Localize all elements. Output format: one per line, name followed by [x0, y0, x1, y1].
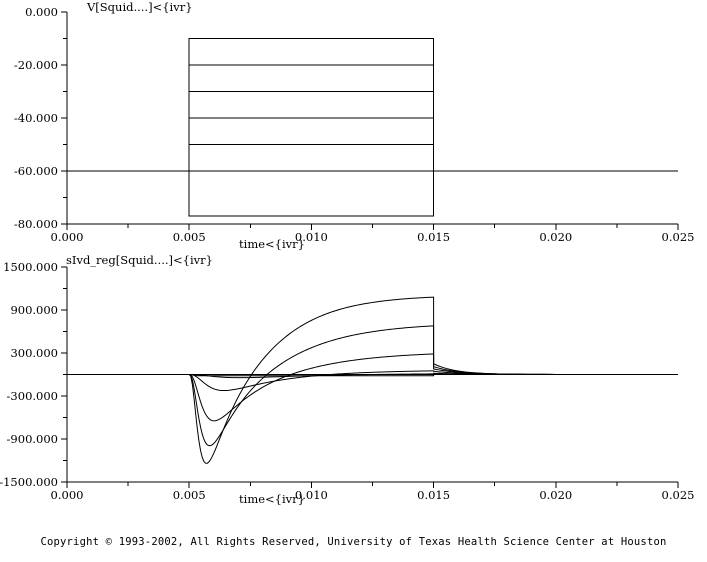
voltage-chart-x-tick-label: 0.000 — [51, 230, 84, 244]
voltage-chart-y-tick-label: 0.000 — [25, 5, 58, 19]
current-chart-x-tick-label: 0.005 — [173, 488, 206, 502]
current-chart-x-tick-label: 0.020 — [539, 488, 572, 502]
top-chart-title: V[Squid....]<{ivr} — [87, 0, 193, 14]
voltage-chart-x-tick-label: 0.015 — [417, 230, 450, 244]
current-chart-y-tick-label: 1500.000 — [3, 260, 58, 274]
current-trace — [67, 353, 678, 422]
bottom-chart-x-axis-label: time<{ivr} — [239, 492, 305, 506]
current-trace — [67, 325, 678, 447]
current-trace — [67, 373, 678, 377]
bottom-chart-title: sIvd_reg[Squid....]<{ivr} — [66, 253, 213, 267]
voltage-trace — [67, 170, 678, 217]
current-chart-x-tick-label: 0.025 — [662, 488, 695, 502]
current-chart-y-tick-label: -1500.000 — [0, 475, 58, 489]
voltage-chart-x-tick-label: 0.025 — [662, 230, 695, 244]
voltage-trace — [67, 91, 678, 172]
voltage-chart-y-tick-label: -80.000 — [14, 217, 58, 231]
current-chart-y-tick-label: 300.000 — [10, 346, 58, 360]
voltage-chart-x-tick-label: 0.005 — [173, 230, 206, 244]
current-trace — [67, 370, 678, 392]
voltage-chart-y-tick-label: -20.000 — [14, 58, 58, 72]
current-chart-x-tick-label: 0.015 — [417, 488, 450, 502]
voltage-trace — [67, 38, 678, 172]
current-chart-y-tick-label: -300.000 — [7, 389, 58, 403]
current-chart-y-tick-label: -900.000 — [7, 432, 58, 446]
voltage-chart-x-tick-label: 0.010 — [295, 230, 328, 244]
voltage-chart-y-tick-label: -40.000 — [14, 111, 58, 125]
copyright-footer: Copyright © 1993-2002, All Rights Reserv… — [40, 536, 667, 548]
top-chart-x-axis-label: time<{ivr} — [239, 237, 305, 251]
current-chart-x-tick-label: 0.000 — [51, 488, 84, 502]
voltage-chart-x-tick-label: 0.020 — [539, 230, 572, 244]
current-chart-x-tick-label: 0.010 — [295, 488, 328, 502]
voltage-trace — [67, 144, 678, 172]
voltage-chart-y-tick-label: -60.000 — [14, 164, 58, 178]
current-trace — [67, 296, 678, 464]
current-chart-y-tick-label: 900.000 — [10, 303, 58, 317]
